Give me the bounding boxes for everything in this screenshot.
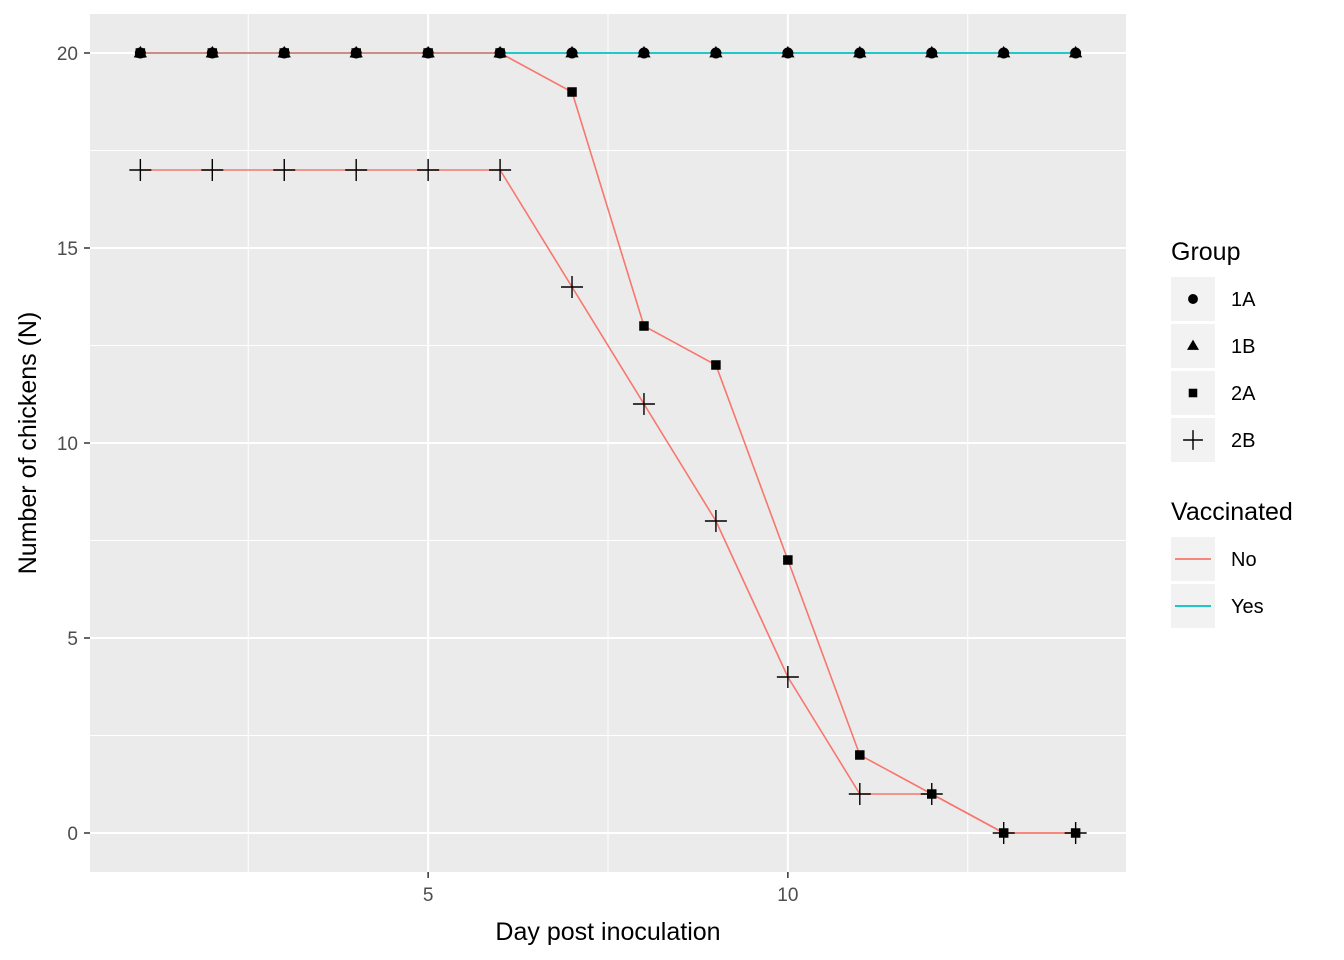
data-point-1b: [925, 45, 939, 58]
series-line-2b: [140, 169, 1076, 834]
data-point-2b: [776, 666, 799, 688]
data-point-2b: [345, 159, 368, 181]
legend-label: No: [1231, 549, 1257, 571]
x-tick-label: 10: [777, 885, 798, 906]
data-point-2b: [704, 510, 727, 532]
data-point-2a: [567, 87, 577, 97]
data-point-1b: [853, 45, 867, 58]
data-point-2b: [561, 276, 584, 298]
data-point-2b: [992, 822, 1015, 844]
legend-key-1a: [1188, 294, 1198, 304]
data-point-1b: [565, 45, 579, 58]
legend-label: 1A: [1231, 289, 1256, 311]
legend-title: Group: [1171, 238, 1240, 266]
legend-label: Yes: [1231, 596, 1264, 618]
legend-title: Vaccinated: [1171, 498, 1293, 526]
y-tick-label: 5: [67, 629, 78, 650]
data-point-2b: [417, 159, 440, 181]
legend-label: 2B: [1231, 430, 1255, 452]
data-point-2a: [783, 555, 793, 565]
legend: Group 1A 1B 2A 2B Vaccinated No Yes: [1171, 238, 1293, 628]
data-point-2a: [423, 48, 433, 58]
data-point-1b: [1068, 45, 1083, 58]
data-point-2a: [351, 48, 361, 58]
data-point-2a: [495, 48, 505, 58]
data-point-2a: [639, 321, 649, 331]
y-tick-label: 15: [57, 239, 78, 260]
x-axis-title: Day post inoculation: [495, 918, 720, 946]
y-tick-label: 20: [57, 44, 78, 65]
legend-key-1b: [1186, 339, 1200, 350]
y-axis-title: Number of chickens (N): [14, 312, 42, 575]
data-point-2a: [855, 750, 865, 760]
legend-key-2b: [1183, 430, 1203, 450]
axes: 5 10 0 5 10 15 20: [57, 44, 799, 906]
series-points: [129, 45, 1087, 844]
series-lines: [140, 52, 1076, 834]
y-tick-label: 10: [57, 434, 78, 455]
legend-label: 1B: [1231, 336, 1255, 358]
data-point-1b: [637, 45, 651, 58]
data-point-2b: [201, 159, 224, 181]
data-point-2b: [129, 159, 152, 181]
y-tick-label: 0: [67, 824, 78, 845]
series-line-2a: [140, 52, 1076, 834]
data-point-2b: [632, 393, 655, 415]
data-point-2a: [207, 48, 218, 58]
data-point-2a: [279, 48, 289, 58]
data-point-2b: [489, 159, 512, 181]
data-point-2b: [273, 159, 296, 181]
data-point-1b: [709, 45, 723, 58]
x-tick-label: 5: [423, 885, 434, 906]
data-point-2a: [711, 360, 721, 370]
data-point-2b: [1064, 822, 1087, 844]
legend-key-2a: [1188, 388, 1198, 398]
legend-label: 2A: [1231, 383, 1256, 405]
data-point-2b: [848, 783, 871, 805]
data-point-2b: [920, 783, 943, 805]
data-point-1b: [997, 45, 1011, 58]
data-point-2a: [135, 48, 146, 58]
data-point-1b: [781, 45, 795, 58]
